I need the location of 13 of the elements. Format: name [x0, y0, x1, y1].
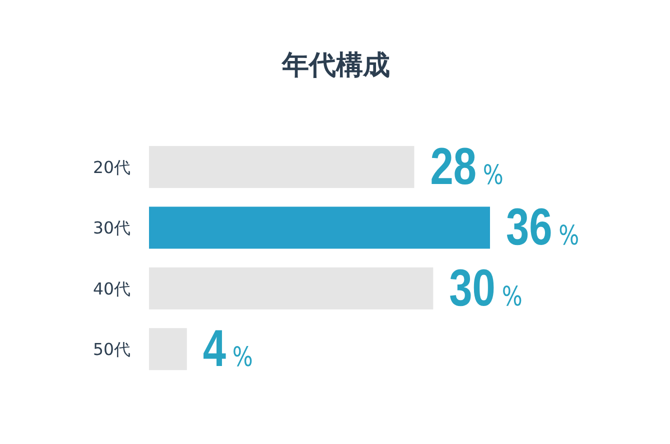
bar [149, 328, 187, 370]
bar [149, 146, 414, 188]
data-label: 4% [202, 318, 253, 378]
bar [149, 267, 434, 310]
y-tick-label: 20代 [93, 158, 131, 177]
data-label: 28% [430, 136, 504, 196]
y-tick-label: 30代 [93, 218, 131, 238]
data-label: 36% [506, 197, 580, 256]
y-tick-label: 50代 [93, 340, 131, 360]
data-label: 30% [449, 258, 522, 316]
bar [149, 206, 490, 249]
chart-title: 年代構成 [281, 50, 390, 81]
y-tick-label: 40代 [93, 279, 131, 298]
